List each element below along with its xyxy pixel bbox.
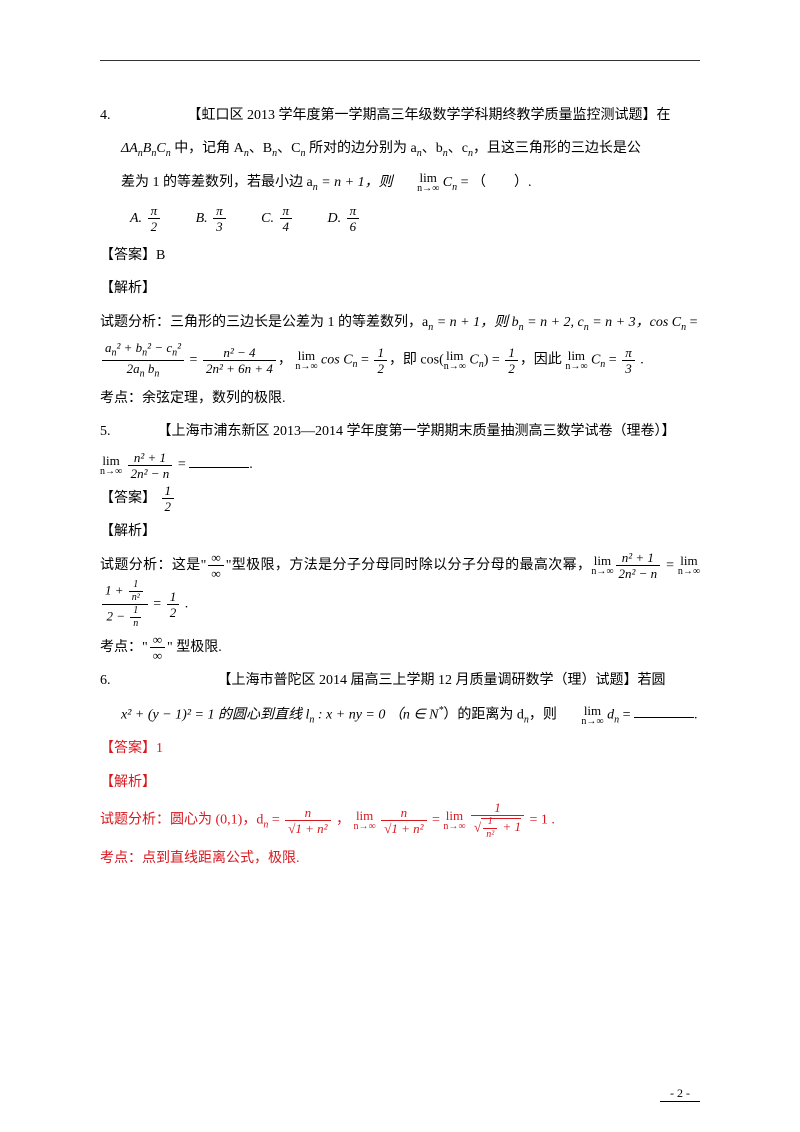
q6-line2: x² + (y − 1)² = 1 的圆心到直线 ln : x + ny = 0…	[100, 700, 700, 730]
q5-parse-label: 【解析】	[100, 517, 700, 546]
q6-line1: 6. 【上海市普陀区 2014 届高三上学期 12 月质量调研数学（理）试题】若…	[100, 666, 700, 695]
q4-line3: 差为 1 的等差数列，若最小边 an = n + 1，则 limn→∞ Cn =…	[100, 168, 700, 198]
q5-source: 【上海市浦东新区 2013—2014 学年度第一学期期末质量抽测高三数学试卷（理…	[158, 424, 676, 439]
q4-number: 4.	[100, 108, 111, 123]
q4-line1: 4. 【虹口区 2013 学年度第一学期高三年级数学学科期终教学质量监控测试题】…	[100, 101, 700, 130]
page-number: - 2 -	[660, 1086, 700, 1102]
q5-expr: limn→∞ n² + 12n² − n = .	[100, 450, 700, 479]
top-rule	[100, 60, 700, 61]
q6-parse-label: 【解析】	[100, 768, 700, 797]
q4-analysis1: 试题分析：三角形的三边长是公差为 1 的等差数列，an = n + 1，则 bn…	[100, 308, 700, 338]
q6-source: 【上海市普陀区 2014 届高三上学期 12 月质量调研数学（理）试题】若圆	[218, 673, 666, 688]
q4-source: 【虹口区 2013 学年度第一学期高三年级数学学科期终教学质量监控测试题】在	[188, 108, 671, 123]
q6-topic: 考点：点到直线距离公式，极限.	[100, 844, 700, 873]
q4-analysis2: an² + bn² − cn²2an bn = n² − 42n² + 6n +…	[100, 341, 700, 379]
document-page: 4. 【虹口区 2013 学年度第一学期高三年级数学学科期终教学质量监控测试题】…	[0, 0, 800, 1132]
q5-topic: 考点："∞∞" 型极限.	[100, 633, 700, 662]
q5-analysis: 试题分析：这是"∞∞"型极限，方法是分子分母同时除以分子分母的最高次幂，limn…	[100, 551, 700, 629]
q5-number: 5.	[100, 424, 111, 439]
q4-topic: 考点：余弦定理，数列的极限.	[100, 384, 700, 413]
q5-answer: 【答案】 12	[100, 484, 700, 513]
q4-parse-label: 【解析】	[100, 274, 700, 303]
page-footer: - 2 -	[660, 1086, 700, 1102]
q6-number: 6.	[100, 673, 111, 688]
q6-analysis: 试题分析：圆心为 (0,1)，dn = n√1 + n² ， limn→∞ n√…	[100, 801, 700, 840]
q4-options: A. π2 B. π3 C. π4 D. π6	[130, 204, 700, 235]
q5-line1: 5. 【上海市浦东新区 2013—2014 学年度第一学期期末质量抽测高三数学试…	[100, 417, 700, 446]
q4-answer: 【答案】B	[100, 241, 700, 270]
q4-line2: ΔAnBnCn 中，记角 An、Bn、Cn 所对的边分别为 an、bn、cn，且…	[100, 134, 700, 164]
q6-answer: 【答案】1	[100, 734, 700, 763]
